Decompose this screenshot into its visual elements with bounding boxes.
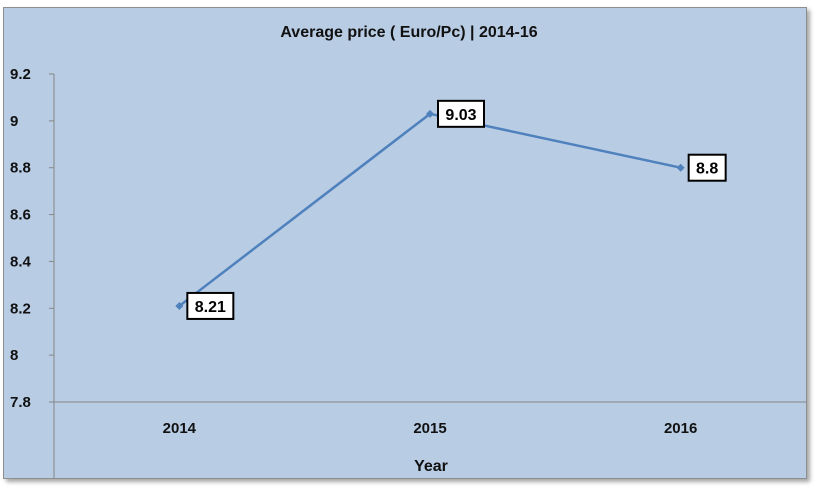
y-tick-label: 8.8 xyxy=(10,160,31,177)
y-tick-label: 8.6 xyxy=(10,207,31,224)
x-axis-title: Year xyxy=(414,458,448,475)
series-line xyxy=(178,112,681,307)
data-label-box xyxy=(687,153,727,182)
data-point-marker xyxy=(175,301,184,310)
y-tick-label: 8 xyxy=(10,347,18,364)
y-tick-label: 9.2 xyxy=(10,66,31,83)
y-tick-label: 8.4 xyxy=(10,253,32,270)
x-tick-label: 2014 xyxy=(163,420,197,437)
data-label-box xyxy=(186,291,235,320)
data-labels: 8.21 9.03 8.8 xyxy=(186,99,727,320)
y-tick-label: 7.8 xyxy=(10,394,31,411)
data-point-marker xyxy=(676,163,685,172)
chart-title: Average price ( Euro/Pc) | 2014-16 xyxy=(280,24,537,41)
y-tick-label: 8.2 xyxy=(10,300,31,317)
chart-area: Average price ( Euro/Pc) | 2014-16 7.8 8 8… xyxy=(3,7,807,479)
data-label-box xyxy=(437,99,485,128)
y-tick-label: 9 xyxy=(10,113,18,130)
axes: 7.8 8 8.2 8.4 8.6 8.8 9 9.2 2014 2015 2016 xyxy=(10,66,806,478)
data-label: 8.21 xyxy=(195,299,226,316)
series-layer xyxy=(175,109,685,310)
data-point-marker xyxy=(426,109,434,118)
data-label: 9.03 xyxy=(445,107,476,124)
data-label: 8.8 xyxy=(696,161,718,178)
x-tick-label: 2016 xyxy=(664,420,697,437)
x-tick-label: 2015 xyxy=(413,420,446,437)
line-chart: Average price ( Euro/Pc) | 2014-16 7.8 8 8… xyxy=(10,24,806,478)
